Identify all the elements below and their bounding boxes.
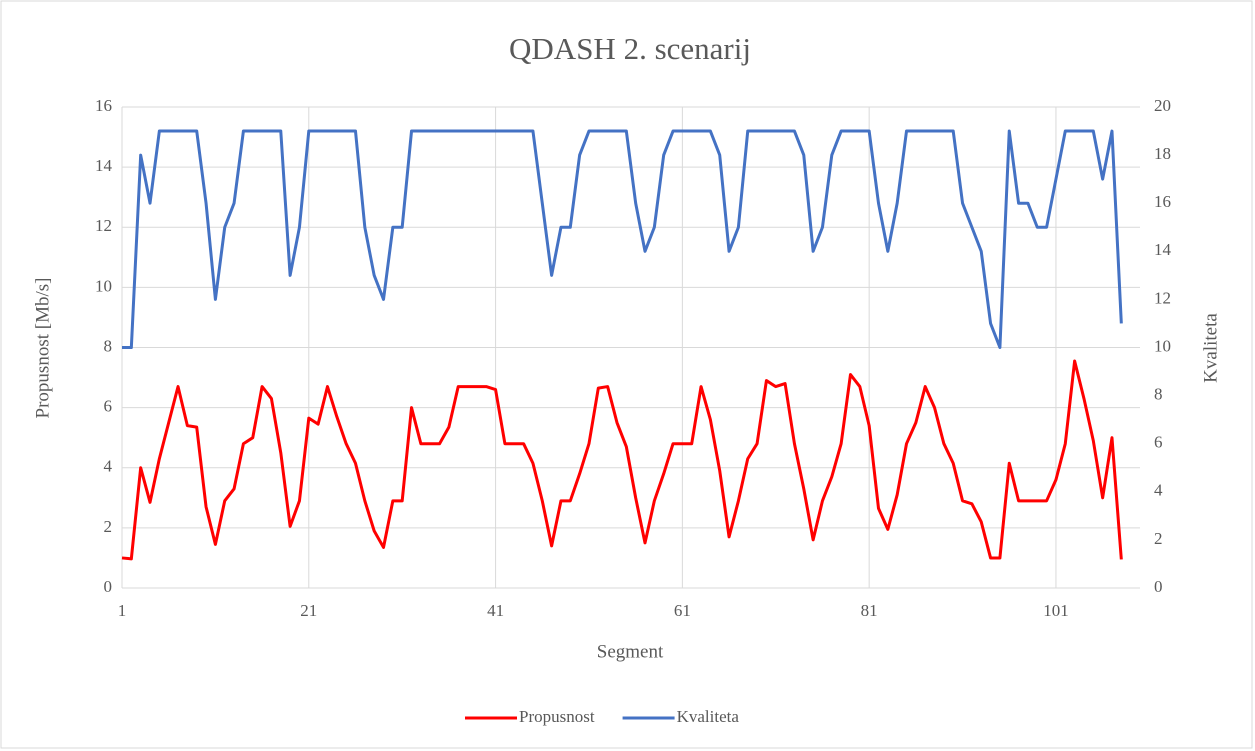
y2-tick-label: 10 (1154, 336, 1171, 355)
y-tick-label: 6 (104, 397, 113, 416)
x-tick-label: 101 (1043, 601, 1069, 620)
y-tick-label: 4 (104, 457, 113, 476)
y-axis-label: Propusnost [Mb/s] (32, 278, 53, 419)
y2-tick-label: 20 (1154, 96, 1171, 115)
y-tick-label: 8 (104, 336, 113, 355)
x-tick-label: 41 (487, 601, 504, 620)
x-tick-label: 81 (861, 601, 878, 620)
y-tick-label: 14 (95, 156, 113, 175)
y2-tick-label: 4 (1154, 481, 1163, 500)
x-axis-label: Segment (597, 641, 664, 662)
y-tick-label: 0 (104, 577, 113, 596)
series-line (122, 129, 1123, 349)
y2-tick-label: 8 (1154, 385, 1163, 404)
y-tick-label: 16 (95, 96, 112, 115)
y2-tick-label: 12 (1154, 288, 1171, 307)
x-tick-label: 1 (118, 601, 127, 620)
x-tick-label: 61 (674, 601, 691, 620)
y-tick-label: 2 (104, 517, 113, 536)
y-tick-label: 10 (95, 276, 112, 295)
x-tick-label: 21 (300, 601, 317, 620)
y2-tick-label: 14 (1154, 240, 1172, 259)
y-tick-label: 12 (95, 216, 112, 235)
y2-tick-label: 16 (1154, 192, 1171, 211)
chart-title: QDASH 2. scenarij (509, 31, 751, 66)
y2-tick-label: 0 (1154, 577, 1163, 596)
y2-axis-label: Kvaliteta (1200, 313, 1221, 383)
series-line (121, 359, 1123, 561)
y2-tick-label: 2 (1154, 529, 1163, 548)
legend-label: Propusnost (519, 707, 595, 726)
y2-tick-label: 18 (1154, 144, 1171, 163)
y2-tick-label: 6 (1154, 433, 1163, 452)
legend-label: Kvaliteta (677, 707, 740, 726)
